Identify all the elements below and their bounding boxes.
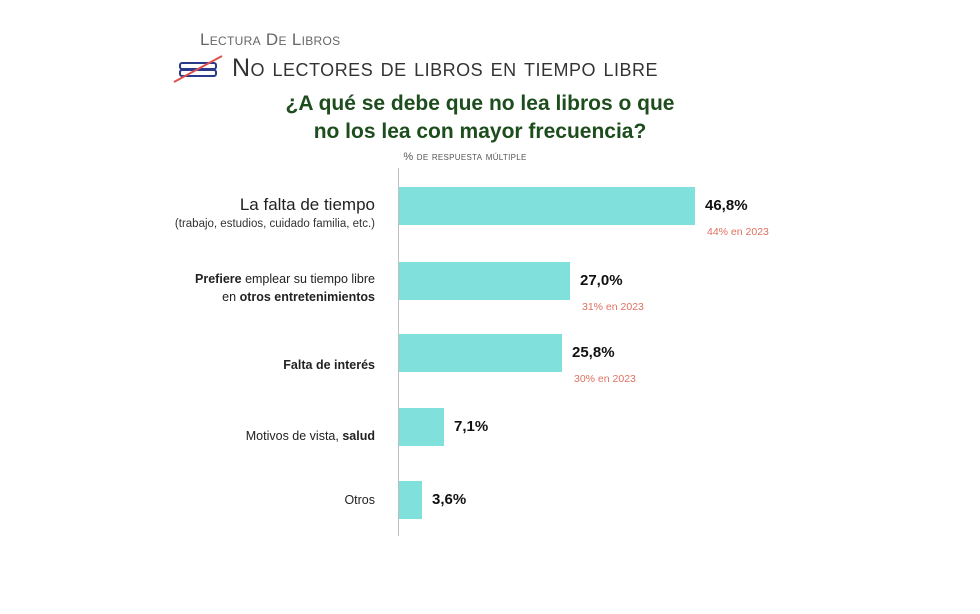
category-label-4-bold: salud [342,429,375,443]
category-label-1-main: La falta de tiempo [239,195,375,214]
value-label-3: 25,8% [572,344,615,361]
category-label-4-text: Motivos de vista, [245,429,343,443]
bar-3 [399,334,562,372]
category-label-3-bold: Falta de interés [283,358,375,372]
category-label-2: Prefiere emplear su tiempo libre en otro… [195,270,375,306]
category-label-2-line-2: en otros entretenimientos [195,288,375,306]
value-label-2: 27,0% [580,272,623,289]
previous-year-label-3: 30% en 2023 [574,373,636,385]
section-subtitle: No lectores de libros en tiempo libre [232,54,658,82]
bar-4 [399,408,444,446]
y-axis-line [398,168,399,536]
chart-title-line-1: ¿A qué se debe que no lea libros o que [285,92,675,115]
category-label-2-bold-2: otros entretenimientos [239,290,375,304]
category-label-1: La falta de tiempo (trabajo, estudios, c… [175,194,375,232]
previous-year-label-2: 31% en 2023 [582,301,644,313]
bar-1 [399,187,695,225]
category-label-2-text-2: en [222,290,240,304]
unit-note: % de respuesta múltiple [403,151,527,163]
category-label-2-line-1: Prefiere emplear su tiempo libre [195,270,375,288]
chart-title: ¿A qué se debe que no lea libros o que n… [230,90,730,146]
report-kicker: Lectura De Libros [200,30,341,49]
category-label-5: Otros [344,491,375,509]
value-label-4: 7,1% [454,418,489,435]
bar-5 [399,481,422,519]
category-label-2-text-1: emplear su tiempo libre [241,272,375,286]
value-label-5: 3,6% [432,491,467,508]
category-label-4: Motivos de vista, salud [246,427,375,445]
category-label-3: Falta de interés [283,356,375,374]
value-label-1: 46,8% [705,197,748,214]
category-label-1-note: (trabajo, estudios, cuidado familia, etc… [174,218,375,230]
book-icon [173,55,223,83]
category-label-2-bold-1: Prefiere [195,272,242,286]
chart-title-line-2: no los lea con mayor frecuencia? [313,120,647,143]
category-label-5-text: Otros [344,493,375,507]
previous-year-label-1: 44% en 2023 [707,226,769,238]
bar-2 [399,262,570,300]
